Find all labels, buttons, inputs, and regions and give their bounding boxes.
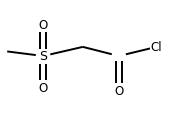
Text: O: O: [39, 82, 48, 95]
Text: O: O: [114, 84, 123, 97]
Text: Cl: Cl: [151, 41, 162, 54]
Text: S: S: [39, 50, 47, 63]
Text: O: O: [39, 18, 48, 31]
